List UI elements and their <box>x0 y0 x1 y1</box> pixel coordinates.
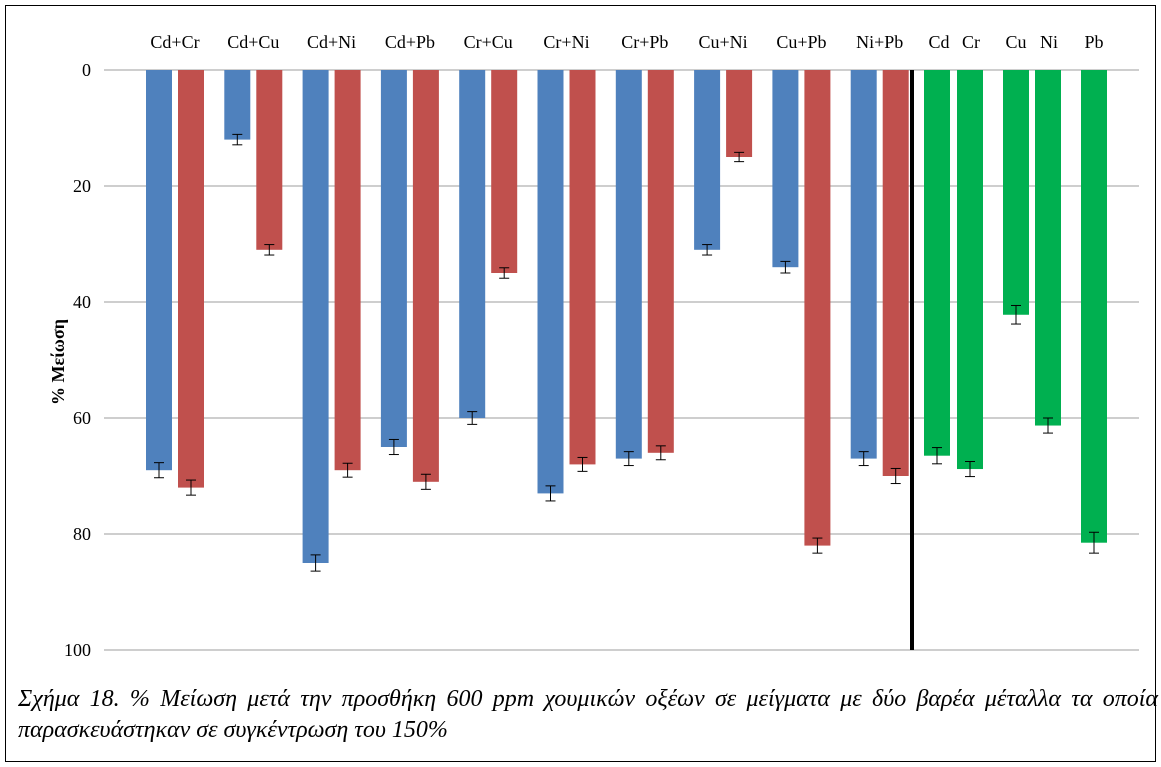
error-bar <box>1089 531 1099 554</box>
error-bar <box>577 456 588 472</box>
error-bar <box>812 537 823 554</box>
error-bar <box>780 260 791 274</box>
bar <box>957 70 983 470</box>
category-label: Ni+Pb <box>856 32 903 52</box>
bar <box>459 70 486 418</box>
category-label: Cu+Pb <box>776 32 826 52</box>
bar <box>178 70 204 488</box>
error-bar <box>734 151 745 163</box>
error-bar <box>1043 417 1053 434</box>
error-bar <box>310 554 321 572</box>
bar <box>380 70 407 447</box>
bar <box>537 70 564 494</box>
bar <box>804 70 831 546</box>
y-tick-label: 40 <box>73 292 91 312</box>
bar <box>924 70 950 456</box>
error-bar <box>965 461 975 478</box>
error-bar <box>232 133 243 146</box>
figure-frame: 0 20 40 60 80 100 Cd+Cr Cd+Cu Cd+Ni Cd+Pb Cr+Cu Cr… <box>5 5 1158 762</box>
error-bar <box>388 438 399 456</box>
y-tick-label: 0 <box>82 60 91 80</box>
category-label: Cr+Cu <box>464 32 513 52</box>
y-tick-label: 100 <box>64 640 91 660</box>
category-label: Ni <box>1040 32 1058 52</box>
error-bar <box>858 451 869 467</box>
y-axis-label: % Μείωση <box>48 319 68 405</box>
bar <box>302 70 329 563</box>
error-bar <box>467 411 478 425</box>
bar <box>726 70 753 157</box>
bar <box>224 70 251 140</box>
error-bar <box>890 467 901 485</box>
bar-chart: 0 20 40 60 80 100 Cd+Cr Cd+Cu Cd+Ni Cd+Pb Cr+Cu Cr… <box>48 32 1139 660</box>
bar <box>1081 70 1107 543</box>
category-label: Cd+Cu <box>227 32 279 52</box>
bar <box>850 70 877 459</box>
bar <box>615 70 642 459</box>
bar <box>882 70 909 476</box>
category-label: Cr+Ni <box>543 32 589 52</box>
category-label: Cd+Pb <box>385 32 435 52</box>
category-label: Cu+Ni <box>699 32 748 52</box>
bar <box>146 70 172 471</box>
y-axis-ticks: 0 20 40 60 80 100 <box>64 60 91 660</box>
bar <box>1035 70 1061 426</box>
bar <box>1003 70 1029 315</box>
category-labels: Cd+Cr Cd+Cu Cd+Ni Cd+Pb Cr+Cu Cr+Ni Cr+Pb Cu+Ni… <box>150 32 1103 52</box>
bar <box>569 70 596 465</box>
error-bar <box>342 462 353 478</box>
bar <box>647 70 674 453</box>
bar <box>694 70 721 250</box>
figure-caption: Σχήμα 18. % Μείωση μετά την προσθήκη 600… <box>18 686 1158 743</box>
error-bar <box>1011 304 1021 325</box>
error-bar <box>499 267 510 279</box>
error-bar <box>545 485 556 502</box>
category-label: Cd <box>928 32 949 52</box>
category-label: Pb <box>1084 32 1103 52</box>
bar <box>491 70 518 273</box>
error-bar <box>932 447 942 465</box>
category-label: Cd+Cr <box>150 32 199 52</box>
y-tick-label: 80 <box>73 524 91 544</box>
y-tick-label: 60 <box>73 408 91 428</box>
bars <box>146 70 1107 563</box>
bar <box>772 70 799 268</box>
error-bar <box>655 445 666 461</box>
category-label: Cd+Ni <box>307 32 356 52</box>
bar <box>412 70 439 482</box>
y-tick-label: 20 <box>73 176 91 196</box>
error-bar <box>420 473 431 490</box>
error-bar <box>264 244 275 256</box>
bar <box>334 70 361 471</box>
error-bar <box>186 479 196 496</box>
category-label: Cr+Pb <box>621 32 668 52</box>
error-bars <box>154 133 1099 572</box>
error-bar <box>702 244 713 256</box>
bar <box>256 70 283 250</box>
error-bar <box>623 451 634 467</box>
category-label: Cr <box>962 32 980 52</box>
error-bar <box>154 462 164 479</box>
category-label: Cu <box>1005 32 1026 52</box>
